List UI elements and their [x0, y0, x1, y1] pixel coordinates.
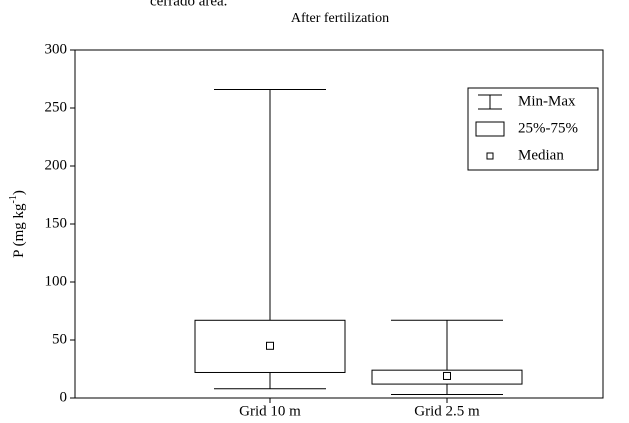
y-axis-label: P (mg kg-1): [8, 190, 27, 258]
y-tick-label: 50: [52, 331, 67, 347]
legend-label: 25%-75%: [518, 120, 578, 136]
chart-title: After fertilization: [291, 11, 389, 26]
median: [266, 341, 274, 350]
y-tick-label: 0: [60, 389, 68, 405]
y-label-end: ): [11, 190, 27, 195]
median: [443, 371, 451, 380]
legend-symbol: [486, 152, 494, 160]
caption-fragment: cerrado area.: [150, 0, 227, 9]
y-label-text: P (mg kg: [11, 203, 27, 258]
legend-label: Median: [518, 147, 564, 163]
x-tick-label: Grid 2.5 m: [414, 403, 480, 419]
x-tick-label: Grid 10 m: [239, 403, 301, 419]
y-tick-label: 300: [45, 41, 68, 57]
y-tick-label: 100: [45, 273, 68, 289]
y-tick-label: 250: [45, 99, 68, 115]
legend-label: Min-Max: [518, 93, 576, 109]
y-tick-label: 150: [45, 215, 68, 231]
y-tick-label: 200: [45, 157, 68, 173]
legend-symbol: [475, 121, 505, 137]
y-label-sup: -1: [8, 195, 19, 203]
